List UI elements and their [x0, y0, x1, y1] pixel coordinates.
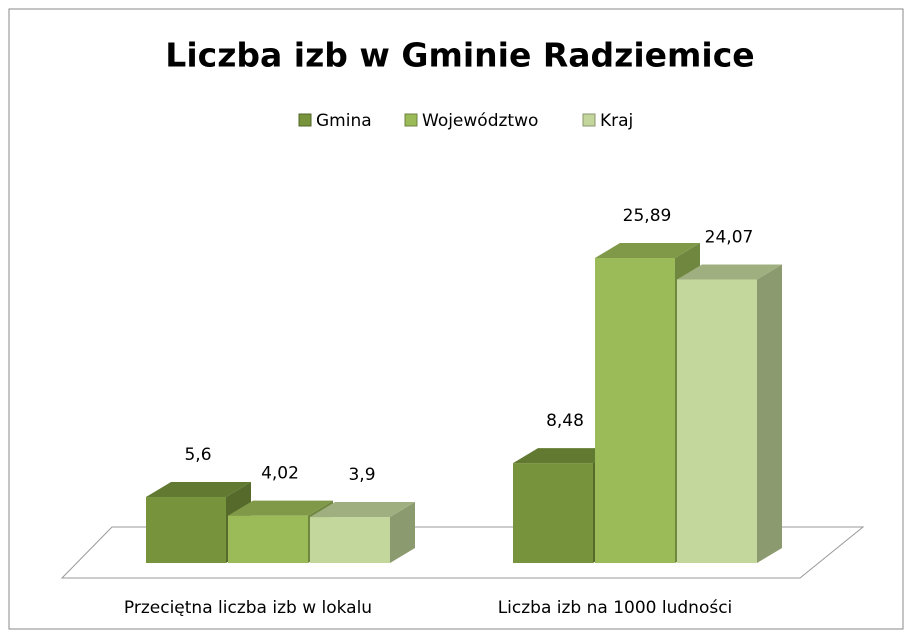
legend-label: Gmina: [316, 111, 372, 131]
bar: [513, 463, 593, 563]
value-label: 5,6: [184, 445, 211, 465]
bar-top: [146, 482, 251, 498]
legend-swatch: [298, 113, 312, 127]
legend-label: Województwo: [422, 111, 538, 131]
bar-side: [757, 264, 782, 563]
bar-top: [228, 500, 333, 516]
chart-title: Liczba izb w Gminie Radziemice: [165, 36, 754, 75]
legend-swatch: [582, 113, 596, 127]
value-label: 25,89: [623, 206, 672, 226]
bar: [146, 497, 226, 563]
bar-top: [595, 243, 700, 258]
legend-swatch: [404, 113, 418, 127]
x-tick-label: Przeciętna liczba izb w lokalu: [124, 598, 372, 618]
legend-label: Kraj: [600, 111, 633, 131]
bar: [677, 279, 757, 563]
bar-top: [310, 502, 415, 518]
bar: [310, 517, 390, 563]
bar: [595, 258, 675, 563]
bar-top: [677, 264, 782, 280]
value-label: 8,48: [546, 411, 584, 431]
value-label: 4,02: [261, 464, 299, 484]
bar-top: [513, 448, 618, 464]
bar-side: [390, 502, 415, 563]
x-tick-label: Liczba izb na 1000 ludności: [498, 598, 733, 618]
value-label: 3,9: [348, 465, 375, 485]
value-label: 24,07: [705, 227, 754, 247]
bar: [228, 515, 308, 563]
